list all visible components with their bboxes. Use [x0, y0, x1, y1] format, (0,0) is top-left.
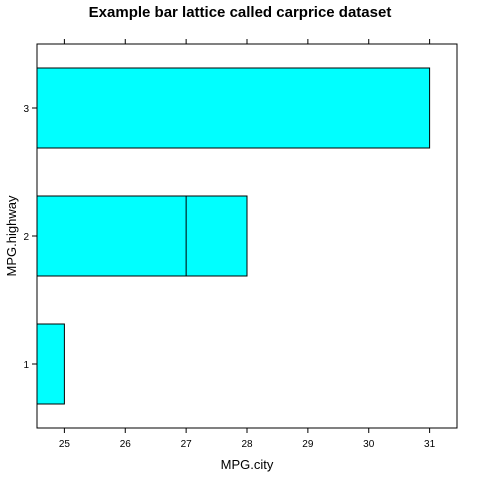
y-tick-label: 1	[23, 360, 29, 371]
x-tick-label: 31	[424, 439, 436, 450]
y-axis: 1 2 3	[23, 104, 37, 371]
x-tick-label: 26	[120, 439, 132, 450]
x-tick-label: 29	[302, 439, 314, 450]
x-axis-top	[63, 39, 431, 44]
y-tick-label: 2	[23, 232, 29, 243]
bar-2	[36, 195, 248, 277]
x-tick-label: 27	[181, 439, 193, 450]
x-axis-bottom: 25 26 27 28 29 30 31	[59, 428, 436, 450]
bar-3	[36, 67, 431, 149]
y-tick-label: 3	[23, 104, 29, 115]
chart-title: Example bar lattice called carprice data…	[89, 4, 392, 21]
x-tick-label: 28	[241, 439, 253, 450]
bar-1	[36, 323, 65, 405]
x-tick-label: 30	[363, 439, 375, 450]
x-tick-label: 25	[59, 439, 71, 450]
bars-group	[36, 67, 431, 405]
x-axis-label: MPG.city	[221, 457, 274, 472]
y-axis-label: MPG.highway	[4, 195, 19, 276]
